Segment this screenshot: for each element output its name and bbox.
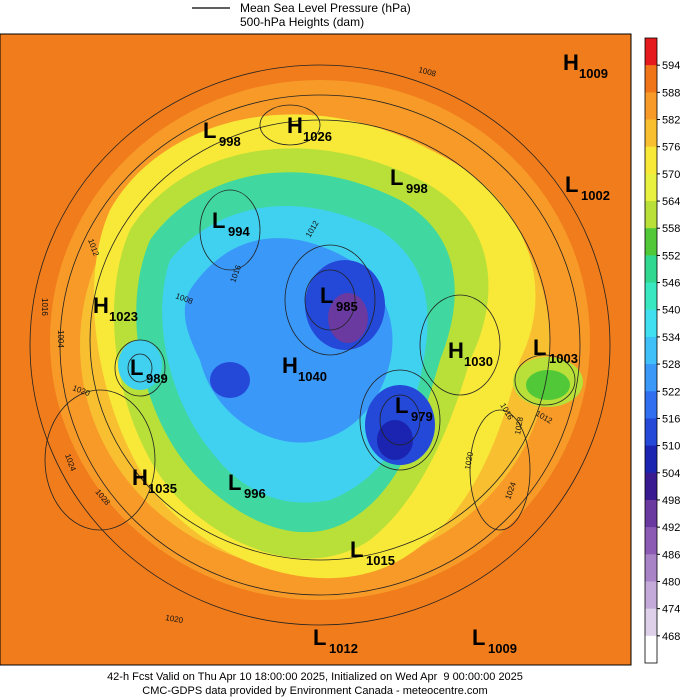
colorbar-label: 564 (662, 196, 680, 208)
center-letter: H (287, 113, 303, 138)
colorbar-swatch (645, 309, 657, 338)
colorbar-swatch (645, 92, 657, 121)
colorbar-swatch (645, 445, 657, 474)
legend-text: 500-hPa Heights (dam) (240, 15, 364, 29)
colorbar-label: 534 (662, 332, 680, 344)
center-letter: L (228, 470, 241, 495)
colorbar-swatch (645, 173, 657, 202)
colorbar-label: 588 (662, 87, 680, 99)
colorbar-label: 546 (662, 278, 680, 290)
colorbar-label: 504 (662, 468, 680, 480)
colorbar-label: 498 (662, 495, 680, 507)
colorbar-swatch (645, 418, 657, 447)
colorbar-label: 468 (662, 631, 680, 643)
center-letter: H (282, 353, 298, 378)
colorbar-swatch (645, 282, 657, 311)
center-letter: H (563, 50, 579, 75)
center-value: 1023 (109, 309, 138, 324)
center-value: 998 (406, 181, 428, 196)
colorbar-swatch (645, 635, 657, 664)
colorbar-label: 516 (662, 413, 680, 425)
center-letter: L (565, 172, 578, 197)
center-value: 989 (146, 371, 168, 386)
colorbar-label: 540 (662, 305, 680, 317)
center-value: 1040 (298, 369, 327, 384)
center-letter: H (93, 293, 109, 318)
isobar-label: 1020 (165, 613, 185, 625)
center-value: 998 (219, 134, 241, 149)
colorbar-swatch (645, 336, 657, 365)
colorbar-swatch (645, 581, 657, 610)
colorbar-label: 576 (662, 142, 680, 154)
colorbar-label: 582 (662, 115, 680, 127)
legend-text: Mean Sea Level Pressure (hPa) (240, 1, 411, 15)
center-value: 1009 (579, 66, 608, 81)
colorbar-swatch (645, 499, 657, 528)
center-letter: L (313, 625, 326, 650)
center-letter: L (130, 355, 143, 380)
center-letter: L (212, 208, 225, 233)
center-letter: H (448, 338, 464, 363)
center-value: 1012 (329, 641, 358, 656)
center-value: 1003 (549, 351, 578, 366)
colorbar-swatch (645, 119, 657, 148)
center-value: 1015 (366, 553, 395, 568)
center-letter: L (390, 165, 403, 190)
center-value: 1009 (488, 641, 517, 656)
isobar-label: 1020 (463, 451, 475, 471)
colorbar-label: 558 (662, 223, 680, 235)
isobars (29, 64, 611, 626)
center-value: 979 (411, 409, 433, 424)
colorbar-label: 528 (662, 359, 680, 371)
center-value: 1026 (303, 129, 332, 144)
center-letter: H (132, 465, 148, 490)
center-letter: L (533, 335, 546, 360)
center-letter: L (203, 118, 216, 143)
colorbar-label: 552 (662, 250, 680, 262)
center-value: 1002 (581, 188, 610, 203)
center-value: 996 (244, 486, 266, 501)
colorbar-swatch (645, 527, 657, 555)
colorbar-label: 594 (662, 60, 680, 72)
colorbar-label: 522 (662, 386, 680, 398)
colorbar-swatch (645, 228, 657, 256)
footer-text: CMC-GDPS data provided by Environment Ca… (142, 685, 487, 697)
center-value: 1035 (148, 481, 177, 496)
colorbar-swatch (645, 554, 657, 582)
colorbar-swatch (645, 146, 657, 175)
center-value: 1030 (464, 354, 493, 369)
colorbar-swatch (645, 391, 657, 419)
isobar-label: 1016 (40, 298, 49, 316)
center-letter: L (395, 393, 408, 418)
colorbar-label: 486 (662, 549, 680, 561)
colorbar-swatch (645, 201, 657, 229)
center-letter: L (350, 537, 363, 562)
colorbar-swatch (645, 255, 657, 284)
isobar-label: 1028 (513, 416, 525, 436)
colorbar-frame (644, 37, 658, 664)
colorbar-label: 492 (662, 522, 680, 534)
isobar-label: 1004 (56, 330, 65, 348)
center-letter: L (472, 625, 485, 650)
colorbar-swatch (645, 38, 657, 66)
colorbar-label: 474 (662, 604, 680, 616)
colorbar-label: 570 (662, 169, 680, 181)
colorbar-label: 510 (662, 441, 680, 453)
colorbar-swatch (645, 472, 657, 501)
colorbar-label: 480 (662, 576, 680, 588)
colorbar-swatch (645, 364, 657, 392)
center-letter: L (320, 283, 333, 308)
map (0, 34, 631, 665)
map-frame (0, 33, 632, 666)
colorbar-swatch (645, 65, 657, 93)
colorbar-swatch (645, 608, 657, 637)
center-value: 985 (336, 299, 358, 314)
footer-text: 42-h Fcst Valid on Thu Apr 10 18:00:00 2… (107, 671, 523, 683)
center-value: 994 (228, 224, 250, 239)
